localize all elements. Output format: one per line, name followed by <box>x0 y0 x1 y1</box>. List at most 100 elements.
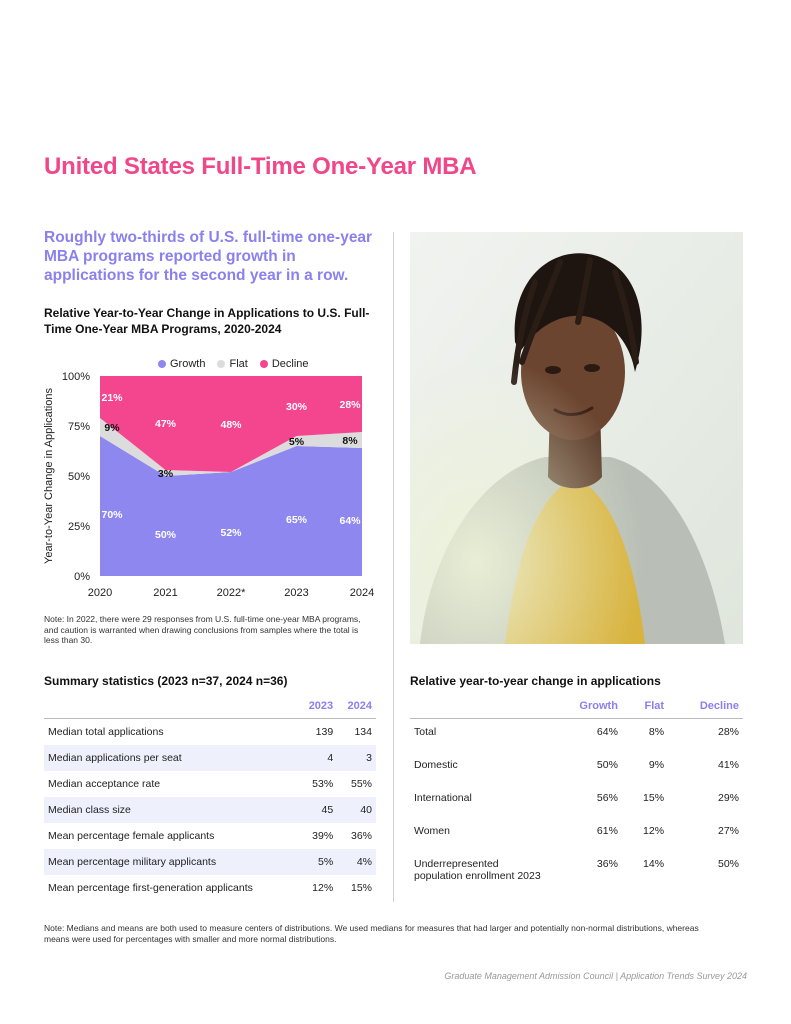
summary-cell-label: Median acceptance rate <box>48 778 161 790</box>
summary-header-2023: 2023 <box>308 700 334 712</box>
headline: Roughly two-thirds of U.S. full-time one… <box>44 229 373 284</box>
portrait-photo <box>410 232 743 644</box>
summary-cell-v2023: 4 <box>298 745 338 771</box>
data-label-flat: 8% <box>342 435 358 447</box>
relative-cell-label: Underrepresented population enrollment 2… <box>414 858 541 882</box>
table-row: Median acceptance rate 53% 55% <box>44 771 376 797</box>
data-label-growth: 70% <box>101 509 123 521</box>
relative-header-flat: Flat <box>644 700 665 712</box>
summary-cell-v2024: 36% <box>350 830 372 842</box>
relative-cell-label: Women <box>414 825 450 837</box>
table-row: Women 61% 12% 27% <box>410 818 743 851</box>
relative-table: Growth Flat Decline Total 64% 8% 28% Domesti… <box>410 700 743 884</box>
data-label-growth: 64% <box>339 515 361 527</box>
relative-cell-label: Domestic <box>414 759 458 771</box>
footnote: Note: Medians and means are both used to… <box>44 923 699 944</box>
summary-cell-label: Median applications per seat <box>44 745 299 771</box>
table-row: Mean percentage first-generation applica… <box>44 875 376 901</box>
y-tick-label: 50% <box>68 471 90 483</box>
legend-item-flat: Flat <box>217 358 248 370</box>
data-label-decline: 48% <box>220 419 242 431</box>
summary-cell-v2023: 45 <box>298 797 338 823</box>
column-divider <box>393 232 394 902</box>
table-row: Domestic 50% 9% 41% <box>410 752 743 785</box>
chart-legend: Growth Flat Decline <box>158 358 309 370</box>
legend-label-decline: Decline <box>271 358 309 370</box>
summary-cell-label: Mean percentage female applicants <box>48 830 215 842</box>
data-label-decline: 28% <box>339 399 361 411</box>
y-tick-label: 100% <box>62 371 90 383</box>
x-tick-label: 2021 <box>153 587 177 599</box>
summary-title: Summary statistics (2023 n=37, 2024 n=36… <box>44 674 288 688</box>
relative-cell-growth: 56% <box>596 792 618 804</box>
data-label-growth: 65% <box>286 514 308 526</box>
y-tick-label: 25% <box>68 521 90 533</box>
table-row: Median total applications 139 134 <box>44 719 376 746</box>
relative-cell-flat: 14% <box>643 858 665 870</box>
portrait-illustration <box>410 232 743 644</box>
summary-cell-label: Mean percentage military applicants <box>44 849 299 875</box>
legend-swatch-decline <box>259 360 268 368</box>
data-label-growth: 50% <box>155 529 177 541</box>
summary-cell-v2024: 3 <box>337 745 376 771</box>
relative-header-decline: Decline <box>699 700 739 712</box>
summary-cell-v2023: 5% <box>298 849 338 875</box>
legend-item-growth: Growth <box>158 358 205 370</box>
relative-header-label <box>410 700 548 719</box>
legend-label-growth: Growth <box>170 358 206 370</box>
summary-header-2024: 2024 <box>347 700 372 712</box>
table-row: International 56% 15% 29% <box>410 785 743 818</box>
legend-swatch-growth <box>158 360 166 368</box>
relative-cell-flat: 8% <box>648 726 665 738</box>
x-tick-label: 2022* <box>217 587 246 599</box>
chart-title: Relative Year-to-Year Change in Applicat… <box>44 306 370 336</box>
y-tick-label: 75% <box>68 421 90 433</box>
legend-label-flat: Flat <box>229 358 248 370</box>
chart-note: Note: In 2022, there were 29 responses f… <box>44 614 361 645</box>
y-axis-label: Year-to-Year Change in Applications <box>43 388 55 564</box>
summary-cell-label: Median total applications <box>48 726 164 738</box>
summary-cell-v2023: 12% <box>312 882 334 894</box>
summary-cell-v2024: 134 <box>354 726 372 738</box>
summary-cell-v2024: 55% <box>350 778 372 790</box>
relative-cell-decline: 41% <box>717 759 739 771</box>
summary-cell-v2023: 39% <box>312 830 334 842</box>
relative-cell-label: Total <box>414 726 437 738</box>
data-label-flat: 3% <box>158 468 174 480</box>
relative-cell-decline: 27% <box>717 825 739 837</box>
table-row: Mean percentage female applicants 39% 36% <box>44 823 376 849</box>
summary-cell-v2024: 15% <box>350 882 372 894</box>
stacked-area-chart: 0% 25% 50% 75% 100% 2020 2021 2022* 2023 2024 Year… <box>43 371 374 599</box>
legend-swatch-flat <box>217 360 226 368</box>
relative-title: Relative year-to-year change in applicat… <box>410 674 661 688</box>
x-tick-label: 2023 <box>284 587 308 599</box>
area-series-decline <box>100 376 362 472</box>
relative-cell-flat: 9% <box>648 759 665 771</box>
data-label-decline: 30% <box>286 401 308 413</box>
page-title: United States Full-Time One-Year MBA <box>44 153 477 180</box>
summary-cell-label: Median class size <box>44 797 299 823</box>
table-row: Total 64% 8% 28% <box>410 719 743 753</box>
summary-cell-v2024: 40 <box>337 797 376 823</box>
data-label-decline: 21% <box>101 392 123 404</box>
relative-cell-label: International <box>414 792 472 804</box>
data-label-growth: 52% <box>220 527 242 539</box>
summary-cell-v2023: 53% <box>312 778 334 790</box>
table-row: Median class size 45 40 <box>44 797 376 823</box>
table-row: Mean percentage military applicants 5% 4% <box>44 849 376 875</box>
summary-table: 2023 2024 Median total applications 139 13… <box>44 700 376 901</box>
y-tick-label: 0% <box>74 571 90 583</box>
summary-cell-v2024: 4% <box>337 849 376 875</box>
summary-header-label <box>44 700 298 719</box>
data-label-flat: 9% <box>104 422 120 434</box>
footer-credit: Graduate Management Admission Council | … <box>444 971 747 981</box>
summary-cell-label: Mean percentage first-generation applica… <box>48 882 253 894</box>
relative-cell-flat: 12% <box>643 825 665 837</box>
legend-item-decline: Decline <box>259 358 309 370</box>
relative-cell-decline: 29% <box>717 792 739 804</box>
data-label-flat: 5% <box>289 436 305 448</box>
relative-cell-growth: 50% <box>596 759 618 771</box>
data-label-decline: 47% <box>155 418 177 430</box>
table-row: Underrepresented population enrollment 2… <box>410 851 743 884</box>
relative-cell-growth: 36% <box>596 858 618 870</box>
